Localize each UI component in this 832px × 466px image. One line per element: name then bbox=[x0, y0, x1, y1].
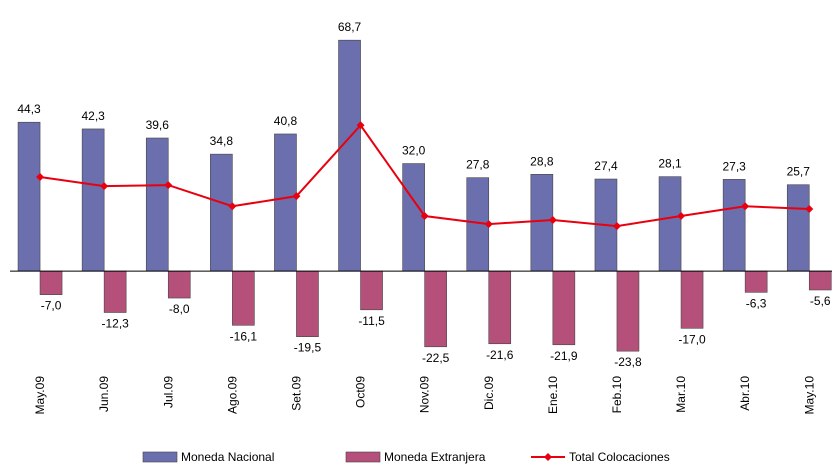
bar bbox=[39, 270, 63, 295]
data-label: -11,5 bbox=[358, 314, 385, 328]
data-label: 27,8 bbox=[466, 158, 490, 172]
line-marker bbox=[164, 181, 173, 190]
bar bbox=[424, 270, 447, 348]
bar bbox=[808, 270, 832, 291]
bar bbox=[338, 39, 361, 272]
line-marker bbox=[420, 212, 429, 221]
data-label: -12,3 bbox=[101, 316, 129, 330]
legend-label: Moneda Nacional bbox=[181, 450, 274, 464]
line-marker bbox=[805, 204, 814, 213]
data-label: -21,6 bbox=[486, 348, 514, 362]
x-tick-label: Ago.09 bbox=[225, 376, 239, 414]
bar bbox=[103, 270, 127, 313]
bar bbox=[232, 270, 255, 326]
bar bbox=[167, 270, 191, 299]
line-marker bbox=[100, 182, 109, 191]
line-marker bbox=[612, 222, 621, 231]
bar bbox=[680, 270, 704, 329]
data-label: -7,0 bbox=[41, 299, 62, 313]
line-marker bbox=[356, 121, 365, 130]
line-marker bbox=[292, 192, 301, 201]
bar bbox=[210, 153, 233, 272]
bar bbox=[274, 133, 297, 272]
x-tick-label: Feb.10 bbox=[610, 376, 624, 414]
data-label: 25,7 bbox=[787, 165, 811, 179]
data-label: 28,1 bbox=[658, 157, 682, 171]
x-tick-label: Abr.10 bbox=[738, 376, 752, 411]
line-marker bbox=[548, 216, 557, 225]
bar bbox=[744, 270, 768, 293]
legend-swatch bbox=[142, 451, 178, 463]
x-tick-label: Set.09 bbox=[289, 376, 303, 411]
x-tick-label: Mar.10 bbox=[674, 376, 688, 413]
data-label: -22,5 bbox=[422, 351, 450, 365]
bar bbox=[658, 176, 682, 272]
x-tick-label: Nov.09 bbox=[418, 376, 432, 413]
data-label: -16,1 bbox=[230, 329, 258, 343]
data-label: 44,3 bbox=[17, 102, 41, 116]
data-label: -19,5 bbox=[294, 341, 322, 355]
data-label: 32,0 bbox=[402, 144, 426, 158]
data-label: -8,0 bbox=[169, 302, 190, 316]
bar bbox=[530, 174, 554, 272]
legend-label: Total Colocaciones bbox=[569, 450, 670, 464]
x-tick-label: Ene.10 bbox=[546, 376, 560, 414]
legend-marker bbox=[544, 453, 552, 461]
bar bbox=[786, 184, 810, 272]
bar bbox=[552, 270, 576, 346]
data-label: -17,0 bbox=[678, 332, 706, 346]
data-label: 34,8 bbox=[210, 134, 234, 148]
line-marker bbox=[228, 202, 237, 211]
data-label: -21,9 bbox=[550, 349, 578, 363]
x-tick-label: Jul.09 bbox=[161, 376, 175, 408]
data-label: 68,7 bbox=[338, 20, 362, 34]
x-tick-label: Jun.09 bbox=[97, 376, 111, 412]
bar bbox=[81, 128, 105, 272]
data-label: 39,6 bbox=[146, 118, 170, 132]
bar bbox=[360, 270, 383, 311]
x-tick-label: Dic.09 bbox=[482, 376, 496, 410]
bar bbox=[722, 179, 746, 272]
legend-label: Moneda Extranjera bbox=[384, 450, 486, 464]
x-tick-label: Oct09 bbox=[354, 376, 368, 408]
bar bbox=[488, 270, 512, 345]
bar bbox=[296, 270, 319, 337]
data-label: -5,6 bbox=[810, 294, 831, 308]
data-label: -23,8 bbox=[614, 355, 642, 369]
bar bbox=[145, 137, 169, 272]
data-label: 42,3 bbox=[81, 109, 105, 123]
legend-swatch bbox=[345, 451, 381, 463]
line-marker bbox=[36, 173, 45, 182]
line-marker bbox=[677, 212, 686, 221]
data-label: -6,3 bbox=[746, 296, 767, 310]
bar bbox=[17, 121, 41, 272]
bar bbox=[402, 163, 425, 272]
data-label: 40,8 bbox=[274, 114, 298, 128]
data-label: 27,4 bbox=[594, 159, 618, 173]
line-marker bbox=[484, 220, 493, 229]
data-label: 27,3 bbox=[722, 159, 746, 173]
data-label: 28,8 bbox=[530, 154, 554, 168]
x-tick-label: May.09 bbox=[33, 376, 47, 415]
x-tick-label: May.10 bbox=[802, 376, 816, 415]
line-marker bbox=[741, 202, 750, 211]
bar bbox=[616, 270, 640, 352]
